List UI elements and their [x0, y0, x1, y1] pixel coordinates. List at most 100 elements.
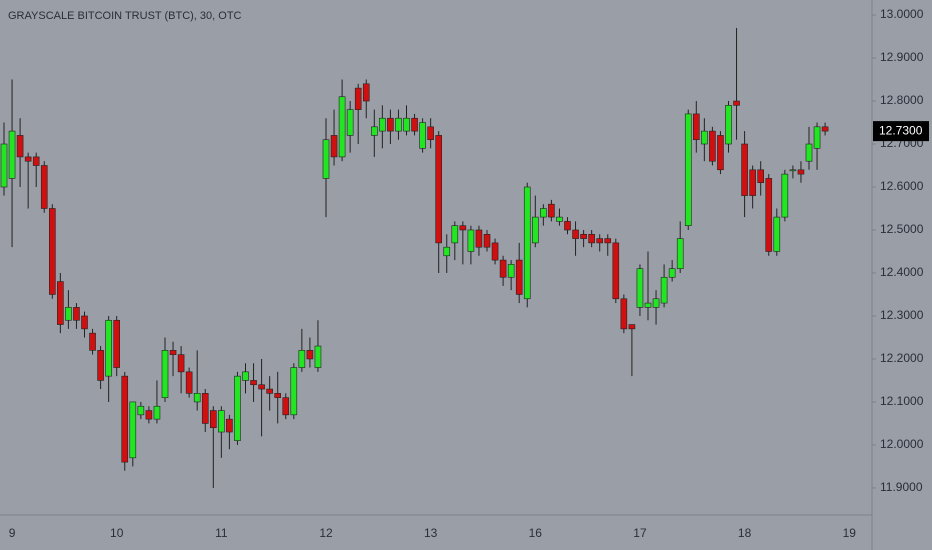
- candle-body: [258, 384, 265, 390]
- y-tick-label: 12.1000: [880, 394, 924, 408]
- x-tick-label: 11: [215, 526, 228, 540]
- last-price-box: [873, 121, 929, 142]
- candle-body: [636, 268, 644, 308]
- candle-body: [515, 259, 523, 295]
- candle-body: [129, 401, 137, 459]
- candle-body: [145, 410, 153, 420]
- candle-body: [741, 143, 748, 196]
- candle-body: [692, 113, 700, 141]
- candle-body: [556, 216, 563, 222]
- candle-body: [81, 315, 88, 330]
- candle-body: [435, 135, 443, 244]
- candle-body: [733, 100, 740, 106]
- candle-body: [73, 307, 80, 321]
- candle-body: [24, 156, 32, 162]
- candle-body: [668, 268, 676, 278]
- candle-body: [676, 238, 684, 269]
- candle-body: [322, 139, 330, 179]
- candle-body: [451, 225, 459, 244]
- x-tick-label: 18: [738, 526, 752, 540]
- candle-body: [475, 229, 483, 248]
- x-tick-label: 9: [9, 526, 16, 540]
- candle-body: [32, 156, 40, 166]
- candle-body: [797, 169, 805, 175]
- candle-body: [773, 216, 781, 252]
- x-tick-label: 13: [424, 526, 438, 540]
- candle-body: [459, 225, 467, 231]
- candle-body: [596, 238, 604, 244]
- candle-body: [387, 117, 394, 132]
- candle-body: [467, 229, 475, 252]
- candle-body: [330, 135, 338, 158]
- candle-body: [644, 302, 652, 308]
- candle-body: [338, 96, 346, 158]
- candle-body: [684, 113, 692, 226]
- y-tick-label: 12.5000: [880, 222, 924, 236]
- candle-body: [298, 350, 306, 368]
- y-tick-label: 12.0000: [880, 437, 924, 451]
- candle-body: [403, 117, 410, 132]
- candle-body: [218, 410, 225, 433]
- candle-body: [805, 143, 813, 162]
- candle-body: [717, 135, 724, 171]
- candle-body: [660, 276, 668, 304]
- candle-body: [491, 242, 499, 261]
- candle-body: [40, 165, 48, 209]
- candle-body: [185, 371, 193, 394]
- candle-body: [523, 186, 531, 300]
- x-tick-label: 10: [110, 526, 124, 540]
- candle-body: [193, 393, 201, 403]
- candle-body: [362, 83, 370, 102]
- y-tick-label: 13.0000: [880, 7, 924, 21]
- candle-body: [105, 319, 112, 377]
- candle-body: [8, 130, 16, 179]
- candle-body: [242, 371, 249, 381]
- candle-body: [137, 405, 145, 416]
- x-tick-label: 16: [529, 526, 543, 540]
- y-tick-label: 12.4000: [880, 265, 924, 279]
- candle-body: [588, 233, 595, 244]
- candle-body: [153, 405, 161, 420]
- x-tick-label: 19: [843, 526, 857, 540]
- candle-body: [652, 298, 660, 308]
- candle-body: [540, 208, 547, 218]
- candle-body: [620, 298, 628, 330]
- candle-body: [612, 242, 620, 300]
- x-tick-label: 17: [633, 526, 647, 540]
- candle-body: [499, 259, 507, 278]
- candle-body: [16, 135, 24, 158]
- candle-body: [354, 87, 362, 110]
- candle-body: [564, 221, 571, 231]
- candle-body: [580, 233, 587, 239]
- candle-body: [290, 367, 298, 416]
- candle-body: [572, 229, 579, 239]
- candle-body: [483, 233, 491, 248]
- candle-body: [314, 345, 322, 368]
- y-tick-label: 12.2000: [880, 351, 924, 365]
- candle-body: [813, 126, 821, 149]
- candle-body: [821, 126, 829, 132]
- candle-body: [628, 324, 636, 330]
- candle-body: [282, 397, 290, 416]
- candle-body: [757, 169, 765, 184]
- candle-body: [548, 203, 555, 218]
- candle-body: [169, 350, 177, 355]
- candle-body: [177, 354, 185, 373]
- candle-body: [48, 208, 56, 295]
- candle-body: [395, 117, 402, 132]
- candle-body: [379, 117, 386, 132]
- candle-body: [419, 122, 426, 149]
- candle-body: [57, 281, 64, 325]
- y-tick-label: 12.8000: [880, 93, 924, 107]
- candle-body: [443, 246, 451, 257]
- candle-body: [234, 375, 241, 441]
- candle-body: [749, 169, 756, 196]
- candle-body: [531, 216, 539, 244]
- candle-body: [113, 319, 120, 368]
- candle-body: [121, 375, 129, 463]
- candle-body: [0, 143, 8, 188]
- candle-body: [226, 418, 233, 433]
- candle-body: [161, 350, 169, 398]
